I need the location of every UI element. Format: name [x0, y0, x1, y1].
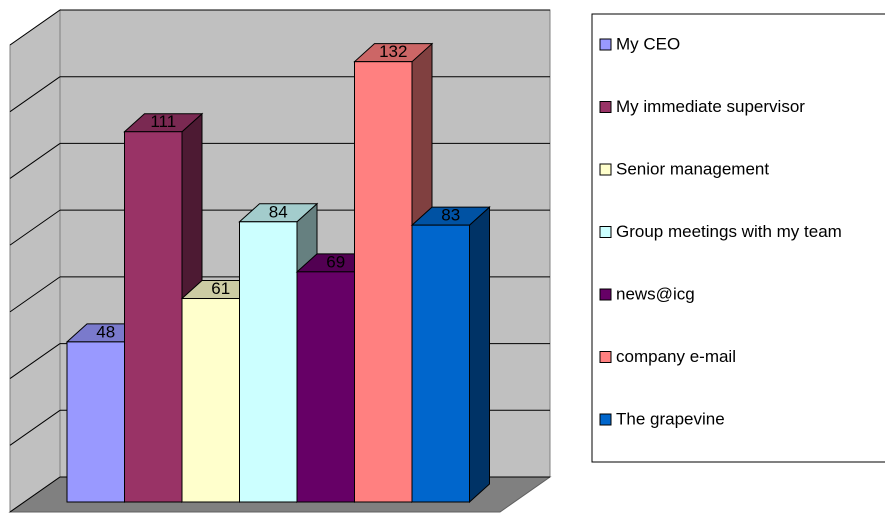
legend-label: Senior management [616, 159, 769, 178]
legend-swatch [599, 163, 612, 176]
legend-swatch [599, 288, 612, 301]
data-label: 61 [211, 279, 230, 298]
legend [591, 13, 885, 463]
legend-label: My CEO [616, 34, 680, 53]
grid-line [9, 209, 61, 246]
data-label: 48 [96, 322, 115, 341]
grid-line [9, 476, 61, 513]
legend-label: news@icg [616, 284, 695, 303]
bar [181, 298, 240, 503]
bar-side [469, 206, 490, 504]
data-label: 111 [150, 112, 176, 131]
bar [66, 341, 125, 503]
bar [354, 61, 413, 503]
grid-line [9, 409, 61, 446]
bar [411, 224, 470, 503]
legend-swatch [599, 101, 612, 113]
legend-label: My immediate supervisor [616, 97, 805, 116]
grid-line [9, 276, 61, 313]
bar [296, 271, 355, 503]
bar [239, 221, 298, 503]
bar [124, 131, 183, 503]
grid-line [9, 76, 61, 113]
legend-swatch [599, 351, 612, 363]
legend-label: Group meetings with my team [616, 222, 842, 241]
grid-line [9, 9, 61, 46]
legend-label: company e-mail [616, 347, 736, 366]
grid-line [9, 343, 61, 379]
data-label: 132 [379, 42, 407, 61]
data-label: 83 [441, 206, 460, 225]
data-label: 84 [269, 202, 288, 221]
legend-label: The grapevine [616, 409, 725, 428]
side-wall [9, 9, 61, 513]
legend-swatch [599, 226, 612, 238]
grid-line [9, 143, 61, 179]
legend-swatch [599, 38, 612, 51]
legend-swatch [599, 413, 612, 426]
data-label: 69 [326, 252, 345, 271]
